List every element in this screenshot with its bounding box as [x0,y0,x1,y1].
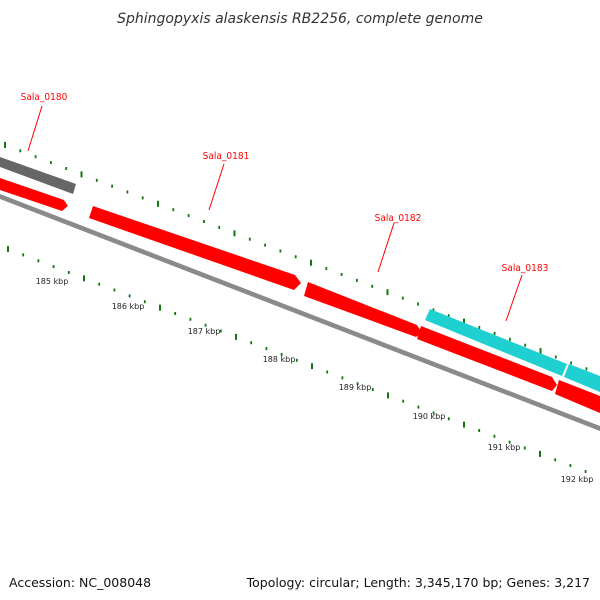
backbone-line [0,194,600,431]
gene-label-sala-0182[interactable]: Sala_0182 [375,213,422,224]
scale-labels: 185 kbp 186 kbp 187 kbp 188 kbp 189 kbp … [36,277,594,484]
gene-block-cyan-2[interactable] [564,364,600,392]
inner-tick-row [7,246,587,473]
gene-block-cyan-1[interactable] [425,309,567,376]
leader-line-sala-0180 [27,105,43,152]
genome-summary-text: Topology: circular; Length: 3,345,170 bp… [246,575,590,590]
scale-label-187: 187 kbp [188,327,221,336]
scale-label-185: 185 kbp [36,277,69,286]
map-title: Sphingopyxis alaskensis RB2256, complete… [117,11,483,27]
leader-line-sala-0182 [377,222,395,273]
inner-gene-track [0,178,600,413]
gene-block-gray[interactable] [0,157,76,194]
gene-label-sala-0183[interactable]: Sala_0183 [502,263,549,274]
scale-label-186: 186 kbp [112,302,145,311]
outer-gene-track [0,157,600,392]
leader-line-sala-0183 [505,274,523,322]
scale-label-188: 188 kbp [263,355,296,364]
accession-text: Accession: NC_008048 [9,575,151,590]
gene-label-sala-0181[interactable]: Sala_0181 [203,151,250,162]
scale-label-189: 189 kbp [339,383,372,392]
gene-arrow-red-3[interactable] [304,282,422,337]
scale-label-191: 191 kbp [488,443,521,452]
genome-backbone [0,194,600,431]
gene-arrow-red-1[interactable] [0,178,68,211]
gene-arrow-red-4[interactable] [417,326,557,391]
scale-label-192: 192 kbp [561,475,594,484]
gene-label-sala-0180[interactable]: Sala_0180 [21,92,68,103]
outer-tick-row [4,141,588,371]
gene-labels: Sala_0180 Sala_0181 Sala_0182 Sala_0183 [21,92,549,322]
scale-label-190: 190 kbp [413,412,446,421]
gene-arrow-red-2[interactable] [89,206,301,290]
leader-line-sala-0181 [208,163,225,211]
gene-arrow-red-5[interactable] [555,380,600,413]
